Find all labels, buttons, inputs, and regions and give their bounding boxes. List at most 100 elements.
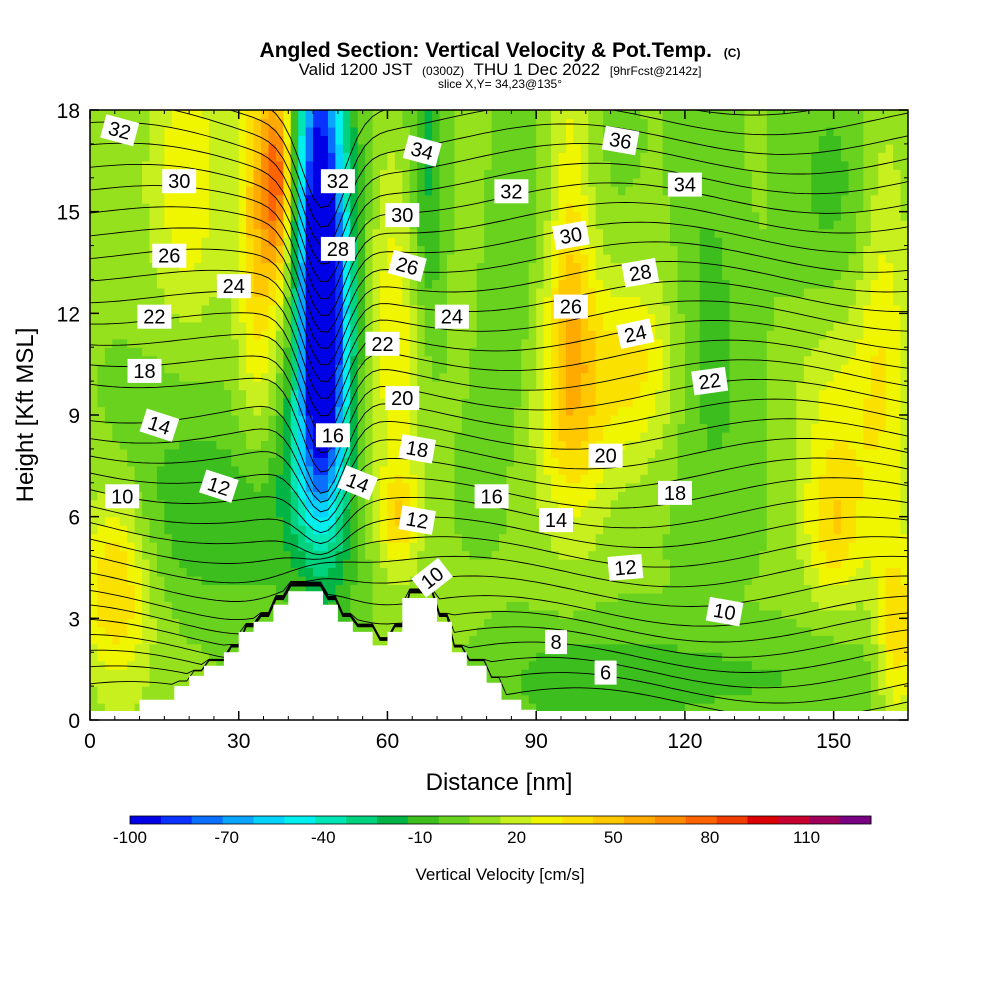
velocity-cell: [320, 262, 329, 272]
velocity-cell: [439, 448, 448, 458]
velocity-cell: [231, 550, 240, 560]
velocity-cell: [580, 270, 589, 281]
velocity-cell: [298, 423, 307, 433]
velocity-cell: [246, 609, 255, 619]
velocity-cell: [142, 228, 151, 238]
velocity-cell: [469, 228, 478, 238]
velocity-cell: [119, 364, 128, 374]
velocity-cell: [551, 381, 560, 391]
velocity-cell: [573, 415, 582, 425]
velocity-cell: [461, 169, 470, 179]
velocity-cell: [171, 465, 180, 475]
velocity-cell: [127, 440, 136, 450]
velocity-cell: [380, 609, 389, 619]
velocity-cell: [134, 660, 143, 670]
velocity-cell: [491, 457, 500, 467]
velocity-cell: [253, 118, 262, 128]
velocity-cell: [127, 389, 136, 399]
velocity-cell: [216, 457, 225, 467]
velocity-cell: [179, 338, 188, 348]
velocity-cell: [186, 389, 195, 399]
velocity-cell: [528, 550, 537, 560]
velocity-cell: [350, 398, 359, 408]
velocity-cell: [543, 491, 552, 501]
velocity-cell: [268, 152, 277, 162]
velocity-cell: [565, 126, 574, 137]
velocity-cell: [268, 338, 277, 348]
velocity-cell: [208, 262, 218, 272]
velocity-cell: [454, 482, 463, 492]
velocity-cell: [506, 626, 515, 636]
velocity-cell: [156, 482, 165, 492]
velocity-cell: [499, 550, 508, 560]
velocity-cell: [335, 542, 344, 552]
velocity-cell: [127, 262, 136, 272]
velocity-cell: [521, 364, 530, 374]
velocity-cell: [424, 135, 433, 145]
velocity-cell: [313, 279, 322, 289]
velocity-cell: [298, 110, 307, 120]
velocity-cell: [201, 525, 210, 535]
velocity-cell: [246, 516, 255, 526]
velocity-cell: [417, 237, 426, 247]
velocity-cell: [595, 609, 604, 619]
velocity-cell: [261, 313, 270, 323]
velocity-cell: [380, 118, 389, 128]
velocity-cell: [417, 499, 426, 509]
velocity-cell: [543, 601, 552, 611]
velocity-cell: [543, 152, 552, 162]
velocity-cell: [261, 126, 270, 137]
velocity-cell: [350, 609, 359, 619]
velocity-cell: [246, 220, 255, 230]
velocity-cell: [142, 169, 151, 179]
velocity-cell: [283, 304, 292, 314]
velocity-cell: [246, 559, 255, 569]
velocity-cell: [313, 118, 322, 128]
velocity-cell: [231, 254, 240, 264]
velocity-cell: [142, 448, 151, 458]
velocity-cell: [446, 431, 455, 442]
velocity-cell: [536, 533, 545, 543]
velocity-cell: [595, 110, 604, 120]
velocity-cell: [201, 338, 210, 348]
velocity-cell: [134, 186, 143, 196]
velocity-cell: [432, 296, 441, 306]
velocity-cell: [506, 440, 515, 450]
velocity-cell: [506, 643, 515, 653]
velocity-cell: [238, 347, 247, 357]
velocity-cell: [216, 304, 225, 314]
velocity-cell: [164, 643, 173, 653]
velocity-cell: [149, 465, 158, 475]
velocity-cell: [439, 482, 448, 492]
velocity-cell: [439, 254, 448, 264]
velocity-cell: [588, 228, 597, 238]
velocity-cell: [402, 423, 411, 433]
velocity-cell: [350, 364, 359, 374]
velocity-cell: [313, 355, 322, 365]
velocity-cell: [380, 194, 389, 204]
velocity-cell: [402, 126, 411, 137]
velocity-cell: [238, 254, 247, 264]
velocity-cell: [573, 508, 582, 518]
velocity-cell: [432, 194, 441, 204]
velocity-cell: [595, 254, 604, 264]
velocity-cell: [595, 245, 604, 255]
velocity-cell: [543, 177, 552, 187]
velocity-cell: [104, 245, 113, 255]
velocity-cell: [595, 618, 604, 628]
velocity-cell: [223, 126, 232, 137]
velocity-cell: [320, 330, 329, 340]
velocity-cell: [565, 287, 574, 297]
velocity-cell: [513, 601, 522, 611]
velocity-cell: [275, 330, 284, 340]
velocity-cell: [454, 211, 463, 221]
velocity-cell: [551, 152, 560, 162]
velocity-cell: [179, 652, 188, 662]
valid-time-utc: (0300Z): [422, 64, 464, 78]
velocity-cell: [112, 338, 121, 348]
velocity-cell: [506, 279, 515, 289]
velocity-cell: [253, 186, 262, 196]
velocity-cell: [402, 347, 411, 357]
velocity-cell: [335, 347, 344, 357]
velocity-cell: [283, 474, 292, 484]
